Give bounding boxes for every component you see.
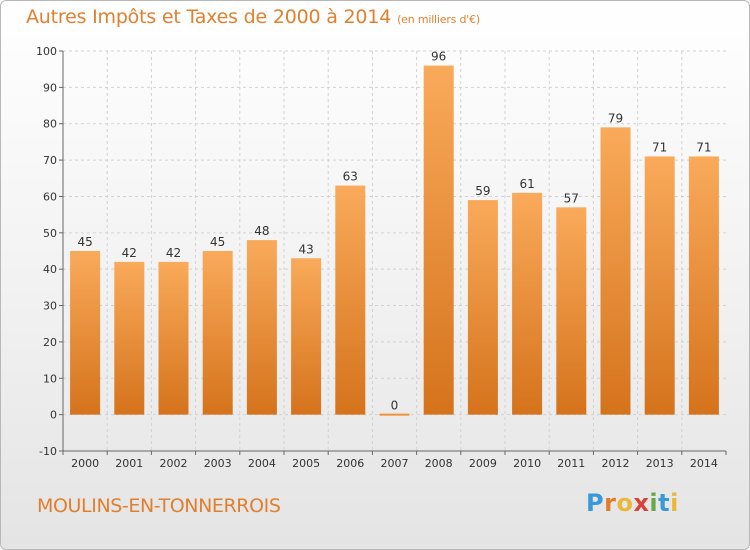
data-label: 63 [343,170,358,184]
data-label: 61 [519,177,534,191]
data-label: 57 [564,191,579,205]
bar [556,207,587,415]
bar [291,258,322,415]
data-label: 71 [652,140,667,154]
bar [379,413,410,416]
x-tick-label: 2014 [690,457,718,470]
x-tick-label: 2012 [602,457,630,470]
x-tick-label: 2006 [336,457,364,470]
bar [512,192,543,415]
y-tick-label: 50 [43,227,57,240]
data-label: 48 [254,224,269,238]
bar [423,65,454,415]
x-tick-label: 2000 [71,457,99,470]
bar [688,156,719,415]
y-tick-label: -10 [39,445,57,458]
y-tick-label: 40 [43,263,57,276]
bar [467,200,498,415]
logo-letter: i [670,489,679,517]
y-tick-label: 0 [50,409,57,422]
chart-title: Autres Impôts et Taxes de 2000 à 2014 (en… [26,6,480,28]
logo-letter: i [649,489,659,517]
bar [600,127,631,415]
x-tick-label: 2007 [381,457,409,470]
data-label: 71 [696,140,711,154]
axes: -10 0 10 20 30 40 50 60 70 80 90 100 2000 2001 2002 200… [36,45,727,470]
x-tick-label: 2011 [557,457,585,470]
x-tick-label: 2003 [204,457,232,470]
y-tick-label: 20 [43,336,57,349]
x-tick-label: 2009 [469,457,497,470]
logo-letter: P [586,489,605,517]
bars [70,65,719,416]
commune-name: MOULINS-EN-TONNERROIS [37,495,281,517]
y-tick-label: 60 [43,190,57,203]
y-tick-label: 70 [43,154,57,167]
data-label: 59 [475,184,490,198]
x-tick-label: 2013 [646,457,674,470]
logo-letter: r [604,489,617,517]
data-label: 42 [166,246,181,260]
data-label: 45 [210,235,225,249]
x-tick-label: 2010 [513,457,541,470]
data-label: 45 [77,235,92,249]
y-tick-label: 10 [43,372,57,385]
data-labels: 45 42 42 45 48 43 63 0 96 59 61 57 79 71 71 [77,50,711,413]
bar [335,185,366,415]
logo-letter: o [616,489,634,517]
y-tick-label: 90 [43,81,57,94]
data-label: 96 [431,50,446,64]
data-label: 79 [608,111,623,125]
logo-letter: t [658,489,671,517]
bar [644,156,675,415]
x-tick-label: 2004 [248,457,276,470]
proxiti-logo: Proxiti [586,489,679,517]
y-tick-label: 30 [43,300,57,313]
data-label: 43 [298,242,313,256]
bar [246,240,277,415]
x-tick-label: 2001 [115,457,143,470]
x-tick-label: 2008 [425,457,453,470]
unit-label: (en milliers d'€) [397,13,480,26]
bar [158,261,189,415]
x-tick-label: 2005 [292,457,320,470]
logo-letter: x [633,489,650,517]
x-tick-label: 2002 [160,457,188,470]
data-label: 0 [391,399,399,413]
y-tick-label: 100 [36,45,57,58]
bar [114,261,145,415]
title-text: Autres Impôts et Taxes de 2000 à 2014 [26,6,392,28]
bar [202,251,233,415]
bar [70,251,101,415]
data-label: 42 [122,246,137,260]
y-tick-label: 80 [43,118,57,131]
